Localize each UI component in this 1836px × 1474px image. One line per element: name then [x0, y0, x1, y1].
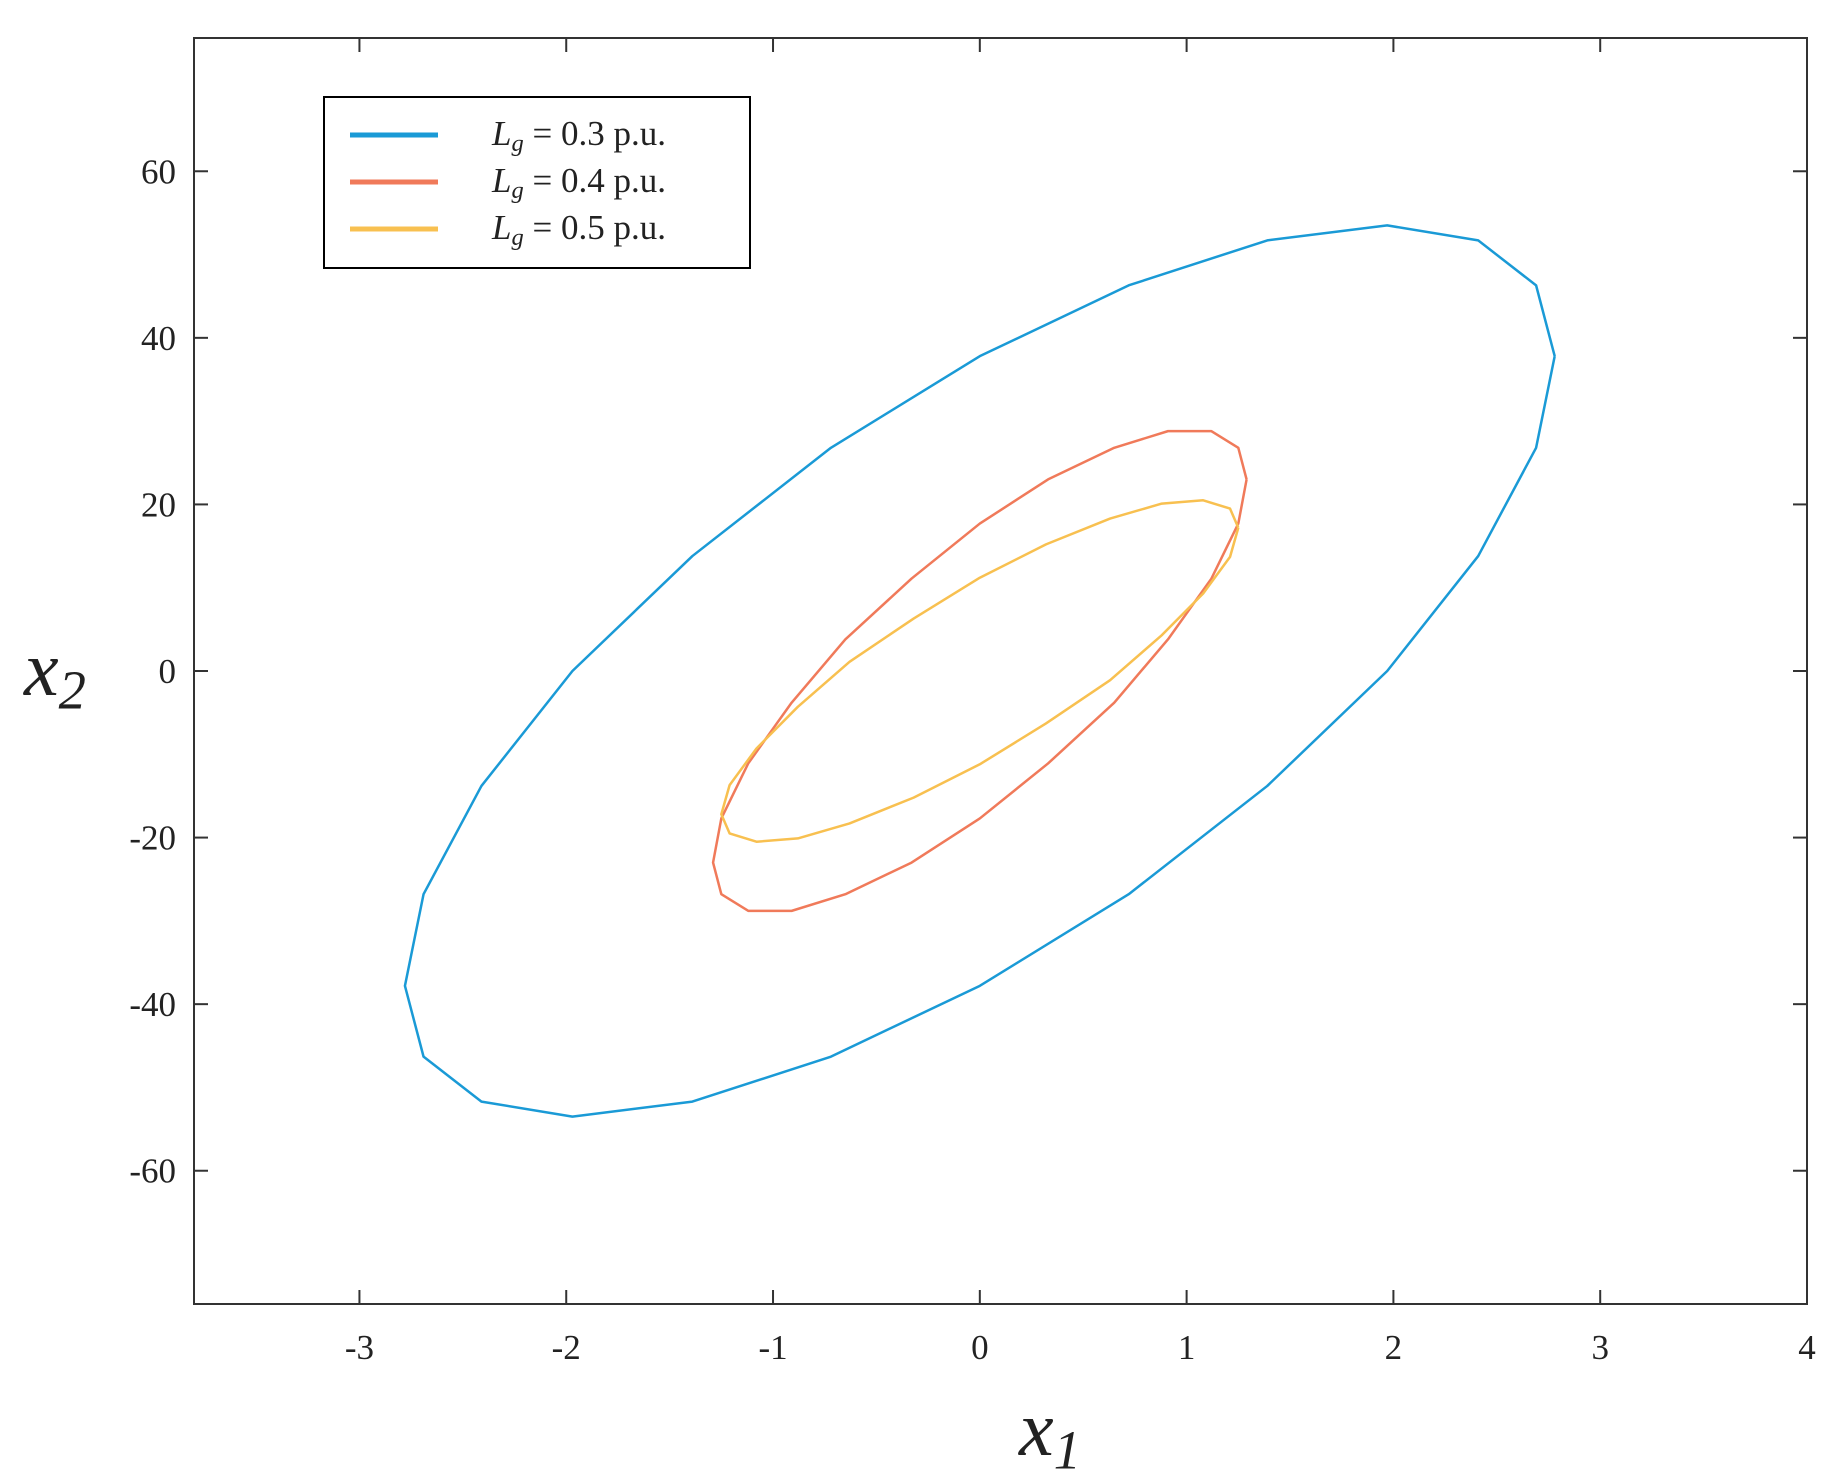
- x-tick-label: 3: [1591, 1328, 1609, 1367]
- legend-label: Lg = 0.3 p.u.: [491, 114, 666, 157]
- y-tick-label: 60: [141, 152, 176, 191]
- y-tick-label: -40: [129, 985, 176, 1024]
- x-tick-label: -3: [345, 1328, 374, 1367]
- x-tick-label: 0: [971, 1328, 989, 1367]
- y-tick-label: 40: [141, 319, 176, 358]
- y-tick-label: -20: [129, 819, 176, 858]
- legend-label: Lg = 0.4 p.u.: [491, 161, 666, 204]
- y-tick-label: -60: [129, 1152, 176, 1191]
- legend-label: Lg = 0.5 p.u.: [491, 208, 666, 251]
- series-line: [403, 224, 1556, 1118]
- legend: Lg = 0.3 p.u.Lg = 0.4 p.u.Lg = 0.5 p.u.: [323, 96, 751, 269]
- x-tick-label: 2: [1385, 1328, 1403, 1367]
- series-line: [711, 429, 1248, 913]
- x-axis-label: x1: [1018, 1385, 1081, 1469]
- y-tick-label: 20: [141, 485, 176, 524]
- series-line: [720, 499, 1240, 843]
- x-tick-label: -2: [552, 1328, 581, 1367]
- x-tick-label: 1: [1178, 1328, 1196, 1367]
- x-tick-label: -1: [758, 1328, 787, 1367]
- y-axis-label: x2: [23, 625, 86, 721]
- x-tick-label: 4: [1798, 1328, 1816, 1367]
- y-tick-label: 0: [159, 652, 177, 691]
